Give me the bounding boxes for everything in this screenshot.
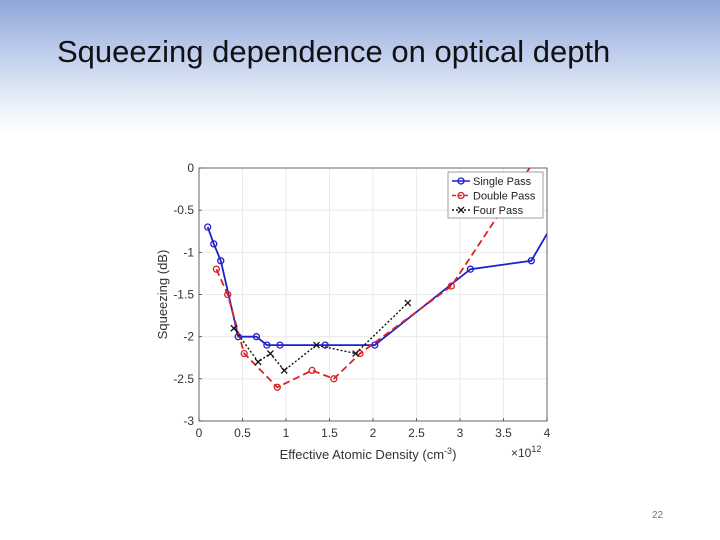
series-double-pass	[212, 168, 531, 391]
data-point	[254, 358, 262, 366]
header-band	[0, 0, 720, 135]
data-point	[321, 341, 329, 349]
series-four-pass	[230, 299, 412, 374]
y-tick-label: -1.5	[173, 288, 194, 302]
series-layer	[204, 168, 547, 391]
x-tick-label: 3.5	[495, 426, 512, 440]
y-tick-label: -2	[183, 330, 194, 344]
data-point	[280, 366, 288, 374]
data-point	[217, 257, 225, 265]
data-point	[330, 375, 338, 383]
x-axis-label: Effective Atomic Density (cm-3)	[280, 446, 457, 462]
x-tick-label: 0	[196, 426, 203, 440]
x-axis: 0 0.5 1 1.5 2 2.5 3 3.5 4	[196, 418, 551, 440]
legend-label: Four Pass	[473, 205, 524, 217]
data-point	[447, 282, 455, 290]
data-point	[224, 290, 232, 299]
x-tick-label: 2	[370, 426, 377, 440]
legend-label: Double Pass	[473, 191, 536, 203]
data-point	[466, 265, 475, 273]
legend: Single Pass Double Pass Four Pass	[447, 171, 544, 219]
data-point	[527, 257, 535, 265]
x-tick-label: 1.5	[321, 426, 338, 440]
x-tick-label: 4	[544, 426, 551, 440]
data-point	[352, 350, 360, 357]
data-point	[308, 366, 316, 375]
slide-number: 22	[652, 510, 664, 521]
y-axis: 0 -0.5 -1 -1.5 -2 -2.5 -3	[173, 161, 202, 428]
series-single-pass	[204, 223, 547, 349]
data-point	[266, 350, 274, 357]
data-point	[240, 349, 248, 358]
y-tick-label: 0	[187, 161, 194, 175]
x-tick-label: 2.5	[408, 426, 425, 440]
data-point	[212, 265, 221, 273]
legend-label: Single Pass	[473, 176, 532, 188]
data-point	[276, 341, 284, 349]
data-point	[263, 341, 271, 349]
legend-item: Double Pass	[452, 191, 536, 203]
legend-item: Single Pass	[452, 176, 532, 188]
legend-marker	[457, 177, 465, 185]
y-tick-label: -1	[183, 245, 194, 259]
series-line-double-pass	[215, 168, 531, 389]
x-tick-label: 3	[457, 426, 464, 440]
data-point	[404, 299, 412, 307]
data-point	[273, 383, 281, 391]
legend-marker	[457, 191, 465, 200]
legend-item: Four Pass	[452, 205, 524, 217]
y-tick-label: -3	[183, 414, 194, 428]
data-point	[356, 349, 364, 358]
slide-title: Squeezing dependence on optical depth	[57, 34, 611, 69]
data-point	[312, 341, 320, 349]
data-point	[230, 324, 238, 332]
y-tick-label: -2.5	[173, 372, 194, 386]
x-tick-label: 1	[283, 426, 290, 440]
x-axis-multiplier: ×1012	[511, 444, 541, 460]
legend-marker	[457, 206, 465, 214]
data-point	[252, 333, 261, 341]
y-axis-label: Squeezing (dB)	[155, 250, 170, 340]
data-point	[204, 223, 212, 231]
x-tick-label: 0.5	[234, 426, 251, 440]
y-tick-label: -0.5	[173, 203, 194, 217]
data-point	[210, 240, 218, 248]
